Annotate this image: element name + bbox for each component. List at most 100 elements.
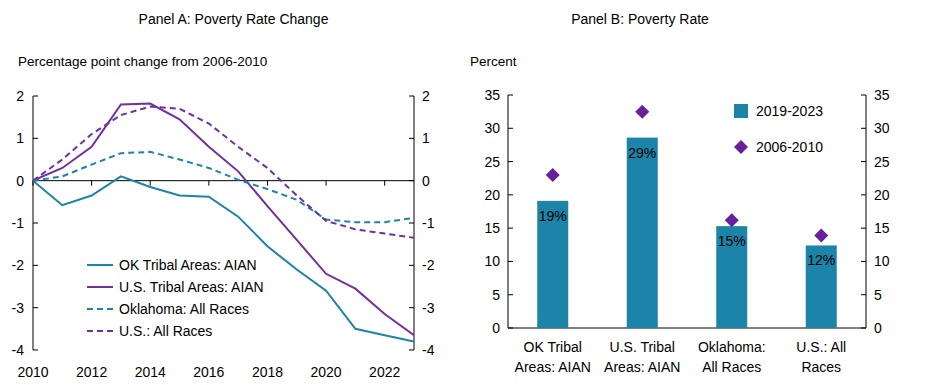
point (814, 228, 828, 242)
chart-title: Panel B: Poverty Rate (571, 11, 709, 27)
y-tick (508, 261, 513, 262)
y2-tick (409, 180, 414, 181)
marks (537, 105, 837, 328)
y-tick-label: 30 (484, 120, 500, 136)
y2-tick (409, 223, 414, 224)
y2-tick-label: -2 (422, 257, 435, 273)
y2-tick (409, 138, 414, 139)
x-tick-label: 2018 (252, 364, 283, 380)
y2-tick (861, 328, 866, 329)
y2-tick (861, 228, 866, 229)
label-line: U.S. Tribal (610, 339, 675, 355)
y2-tick-label: 0 (422, 173, 430, 189)
x-tick-label: Oklahoma:All Races (698, 339, 766, 375)
y-tick (33, 138, 38, 139)
chart-root: Panel A: Poverty Rate Change Percentage p… (0, 0, 925, 385)
x-tick-label: U.S. Tribal Areas: AIAN (604, 339, 680, 375)
panel-b: Panel B: Poverty RatePercent051015202530… (470, 11, 890, 375)
y2-tick (861, 261, 866, 262)
y-axis-line (508, 95, 509, 328)
y-tick-label: 0 (492, 320, 500, 336)
legend-label: U.S. Tribal Areas: AIAN (119, 279, 264, 295)
y-tick-label: 15 (484, 220, 500, 236)
y-tick (508, 228, 513, 229)
y-tick-label: -4 (12, 342, 25, 358)
x-tick (208, 181, 209, 186)
data-label: 19% (539, 208, 567, 224)
legend-label: 2019-2023 (756, 103, 823, 119)
y-tick-label: -1 (12, 215, 25, 231)
bar (627, 138, 658, 328)
y-tick (508, 128, 513, 129)
label-line: OK Tribal (524, 339, 582, 355)
y2-tick-label: 0 (874, 320, 882, 336)
y-tick-label: -2 (12, 257, 25, 273)
y-axis-label: Percent (470, 54, 517, 69)
data-label: 15% (718, 233, 746, 249)
y-tick-label: 10 (484, 253, 500, 269)
label-line: Oklahoma: (698, 339, 766, 355)
bar (537, 201, 568, 328)
bar (716, 226, 747, 328)
data-label: 12% (807, 252, 835, 268)
chart-title: Panel A: Poverty Rate Change (139, 11, 329, 27)
y-tick (33, 223, 38, 224)
y2-tick (861, 128, 866, 129)
legend-swatch (87, 330, 113, 332)
x-tick (267, 181, 268, 186)
y-tick (33, 265, 38, 266)
y-tick (508, 194, 513, 195)
y2-tick-label: 1 (422, 130, 430, 146)
x-tick-label: 2022 (369, 364, 400, 380)
y2-tick-label: 30 (874, 120, 890, 136)
legend-label: OK Tribal Areas: AIAN (119, 257, 257, 273)
bar (806, 245, 837, 328)
y-axis-label: Percentage point change from 2006-2010 (18, 54, 267, 69)
point (546, 168, 560, 182)
label-line: Areas: AIAN (604, 359, 680, 375)
y2-tick (861, 161, 866, 162)
y2-tick-label: 15 (874, 220, 890, 236)
x-tick (384, 181, 385, 186)
y-tick (508, 161, 513, 162)
x-tick (91, 181, 92, 186)
x-tick-label: OK TribalAreas: AIAN (515, 339, 591, 375)
x-tick-label: U.S.: AllRaces (796, 339, 846, 375)
x-tick-label: 2016 (193, 364, 224, 380)
y-tick-label: 2 (16, 88, 24, 104)
y2-tick-label: 35 (874, 87, 890, 103)
y2-tick-label: -4 (422, 342, 435, 358)
legend-swatch (87, 264, 113, 266)
y2-tick-label: -3 (422, 300, 435, 316)
legend-label: U.S.: All Races (119, 323, 212, 339)
y2-tick-label: 5 (874, 287, 882, 303)
legend-swatch (87, 308, 113, 310)
label-line: Races (801, 359, 841, 375)
y-tick-label: 35 (484, 87, 500, 103)
legend-swatch (734, 140, 748, 154)
y-tick (33, 350, 38, 351)
y2-axis-line (866, 95, 867, 328)
legend-swatch (734, 104, 748, 118)
y-tick-label: 1 (16, 130, 24, 146)
x-tick-label: 2020 (310, 364, 341, 380)
data-labels: 19% 29% 15% 12% (539, 145, 836, 269)
y2-tick (409, 265, 414, 266)
y-tick (508, 294, 513, 295)
x-tick-label: 2012 (76, 364, 107, 380)
y-tick-label: 5 (492, 287, 500, 303)
panel-a: Panel A: Poverty Rate Change Percentage p… (12, 11, 435, 380)
y2-tick (861, 194, 866, 195)
y-tick (508, 95, 513, 96)
series-line (33, 152, 414, 222)
data-label: 29% (628, 145, 656, 161)
legend-label: Oklahoma: All Races (119, 301, 249, 317)
y-tick-label: -3 (12, 300, 25, 316)
y-tick (508, 328, 513, 329)
x-tick-label: 2010 (17, 364, 48, 380)
y2-tick-label: 20 (874, 187, 890, 203)
legend-swatch (87, 286, 113, 288)
y-tick (33, 96, 38, 97)
y-tick-label: 0 (16, 173, 24, 189)
legend: OK Tribal Areas: AIAN U.S. Tribal Areas: … (83, 250, 264, 346)
